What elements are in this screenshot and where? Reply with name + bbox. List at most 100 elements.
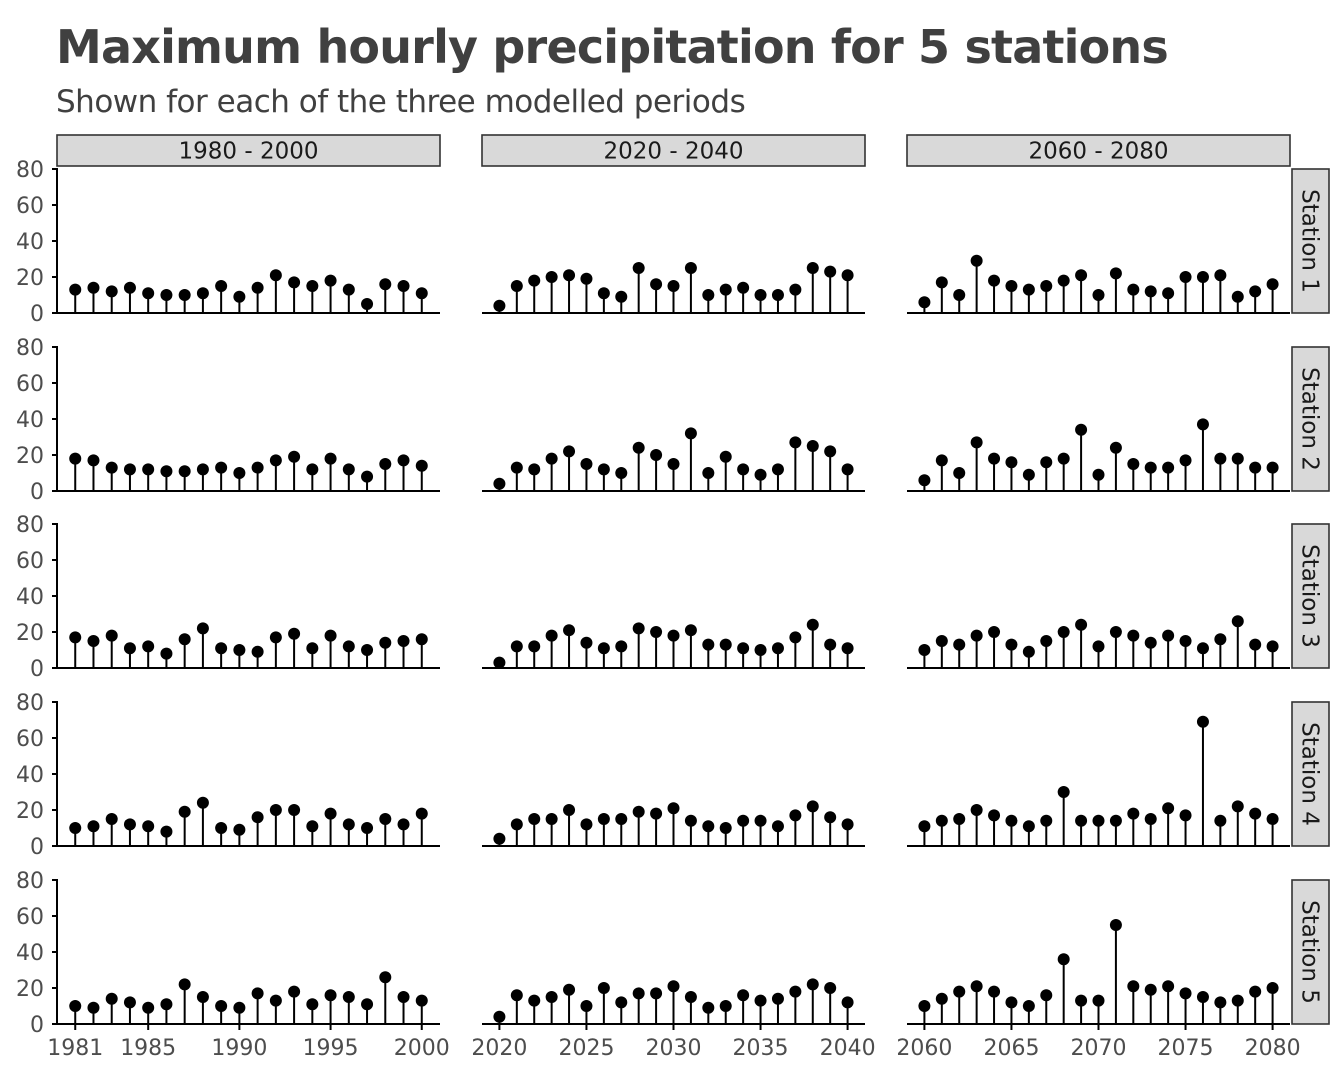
lollipop-point (953, 638, 966, 651)
lollipop-point (754, 994, 767, 1007)
lollipop-point (196, 463, 209, 476)
lollipop-point (1127, 980, 1140, 993)
lollipop-point (1266, 982, 1279, 994)
lollipop-point (87, 820, 100, 833)
lollipop-point (684, 427, 697, 440)
lollipop-point (1144, 813, 1157, 825)
lollipop-point (806, 440, 819, 452)
lollipop-point (528, 274, 541, 287)
strip-station-4 (1291, 879, 1330, 1025)
lollipop-point (806, 618, 819, 631)
lollipop-point (1109, 814, 1122, 827)
lollipop-point (233, 467, 246, 479)
lollipop-point (196, 622, 209, 635)
lollipop-point (684, 262, 697, 274)
lollipop-point (970, 254, 983, 267)
lollipop-point (493, 656, 506, 669)
lollipop-point (160, 465, 173, 478)
lollipop-point (1109, 919, 1122, 931)
lollipop-point (1127, 283, 1140, 296)
lollipop-point (1075, 269, 1088, 282)
lollipop-point (1144, 461, 1157, 474)
lollipop-point (87, 281, 100, 294)
lollipop-point (379, 813, 392, 825)
lollipop-point (1144, 285, 1157, 298)
lollipop-point (324, 989, 337, 1002)
lollipop-point (1231, 615, 1244, 628)
lollipop-point (379, 278, 392, 291)
lollipop-point (632, 805, 645, 818)
lollipop-point (580, 636, 593, 649)
lollipop-point (970, 436, 983, 449)
lollipop-point (789, 985, 802, 998)
lollipop-point (493, 832, 506, 845)
lollipop-point (1214, 996, 1227, 1009)
lollipop-point (1231, 290, 1244, 303)
lollipop-point (771, 642, 784, 655)
lollipop-point (737, 642, 750, 655)
lollipop-point (545, 271, 558, 283)
lollipop-point (771, 992, 784, 1005)
lollipop-point (667, 980, 680, 993)
lollipop-point (142, 640, 155, 653)
lollipop-point (615, 290, 628, 303)
lollipop-point (269, 269, 282, 282)
lollipop-point (1109, 441, 1122, 454)
y-tick-label: 20 (16, 977, 44, 1002)
lollipop-point (196, 991, 209, 1003)
lollipop-point (251, 987, 264, 1000)
lollipop-point (415, 459, 428, 472)
y-tick-label: 60 (16, 727, 44, 752)
lollipop-point (580, 1000, 593, 1012)
lollipop-point (123, 281, 136, 294)
lollipop-point (545, 813, 558, 825)
lollipop-point (178, 289, 191, 301)
lollipop-point (754, 814, 767, 827)
lollipop-point (988, 274, 1001, 287)
y-tick-label: 20 (16, 621, 44, 646)
lollipop-point (563, 445, 576, 458)
lollipop-point (251, 645, 264, 658)
lollipop-point (288, 276, 301, 289)
lollipop-point (342, 463, 355, 476)
lollipop-point (1092, 640, 1105, 653)
lollipop-point (1266, 461, 1279, 474)
lollipop-point (1005, 996, 1018, 1009)
lollipop-point (988, 452, 1001, 465)
lollipop-point (789, 631, 802, 644)
lollipop-point (379, 971, 392, 984)
lollipop-point (650, 807, 663, 820)
lollipop-point (597, 982, 610, 994)
lollipop-point (841, 463, 854, 476)
lollipop-point (160, 647, 173, 660)
strip-station-label-4: Station 5 (1297, 900, 1323, 1004)
lollipop-point (1214, 814, 1227, 827)
lollipop-point (667, 802, 680, 815)
lollipop-point (397, 818, 410, 831)
lollipop-point (69, 631, 82, 644)
lollipop-point (935, 276, 948, 289)
lollipop-point (397, 635, 410, 647)
lollipop-point (545, 452, 558, 465)
lollipop-point (415, 807, 428, 820)
lollipop-point (824, 445, 837, 458)
lollipop-point (841, 642, 854, 655)
lollipop-point (528, 994, 541, 1007)
lollipop-point (251, 461, 264, 474)
lollipop-point (306, 642, 319, 655)
y-tick-label: 80 (16, 691, 44, 716)
lollipop-point (684, 814, 697, 827)
lollipop-point (615, 640, 628, 653)
y-tick-label: 80 (16, 869, 44, 894)
lollipop-point (771, 463, 784, 476)
lollipop-point (1005, 814, 1018, 827)
lollipop-point (105, 813, 118, 825)
lollipop-point (493, 299, 506, 312)
lollipop-point (1266, 278, 1279, 291)
lollipop-point (597, 287, 610, 300)
lollipop-point (841, 269, 854, 282)
lollipop-point (918, 644, 931, 656)
lollipop-point (1127, 458, 1140, 470)
lollipop-point (1092, 814, 1105, 827)
